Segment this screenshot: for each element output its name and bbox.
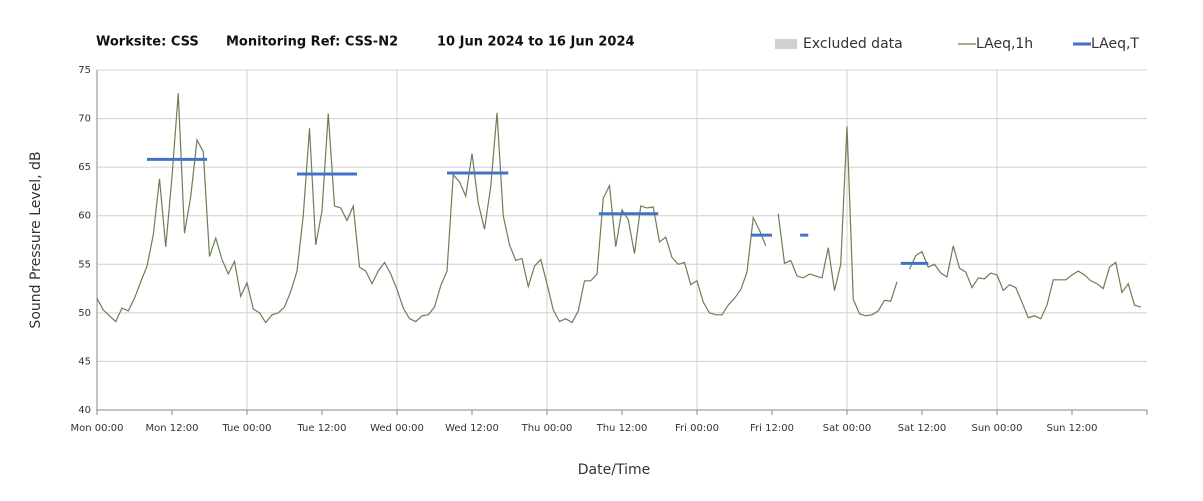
legend-label: LAeq,T [1091, 36, 1139, 52]
line-series [96, 93, 1141, 324]
y-tick-label: 60 [78, 211, 91, 222]
x-tick-label: Sat 00:00 [823, 423, 871, 434]
x-tick-label: Fri 00:00 [675, 423, 719, 434]
y-axis-label: Sound Pressure Level, dB [28, 151, 44, 328]
x-tick-label: Sun 00:00 [971, 423, 1022, 434]
y-tick-label: 75 [78, 65, 91, 76]
y-tick-label: 50 [78, 308, 91, 319]
x-tick-label: Wed 12:00 [445, 423, 499, 434]
x-tick-label: Thu 00:00 [521, 423, 573, 434]
y-tick-label: 65 [78, 162, 91, 173]
chart-title: 10 Jun 2024 to 16 Jun 2024 [437, 35, 635, 50]
chart-title: Monitoring Ref: CSS-N2 [226, 35, 398, 50]
y-tick-label: 55 [78, 259, 91, 270]
x-tick-label: Thu 12:00 [596, 423, 648, 434]
x-tick-label: Mon 00:00 [70, 423, 123, 434]
x-tick-label: Mon 12:00 [145, 423, 198, 434]
x-tick-label: Fri 12:00 [750, 423, 794, 434]
legend-label: LAeq,1h [976, 36, 1033, 52]
x-tick-label: Sat 12:00 [898, 423, 946, 434]
x-tick-label: Tue 12:00 [296, 423, 346, 434]
y-tick-label: 45 [78, 356, 91, 367]
legend-label: Excluded data [803, 36, 903, 52]
y-tick-label: 70 [78, 114, 91, 125]
x-tick-label: Wed 00:00 [370, 423, 424, 434]
chart-title: Worksite: CSS [96, 35, 199, 50]
x-tick-label: Sun 12:00 [1046, 423, 1097, 434]
y-tick-label: 40 [78, 405, 91, 416]
x-tick-label: Tue 00:00 [221, 423, 271, 434]
legend-swatch [775, 39, 797, 49]
x-axis-label: Date/Time [578, 462, 650, 478]
